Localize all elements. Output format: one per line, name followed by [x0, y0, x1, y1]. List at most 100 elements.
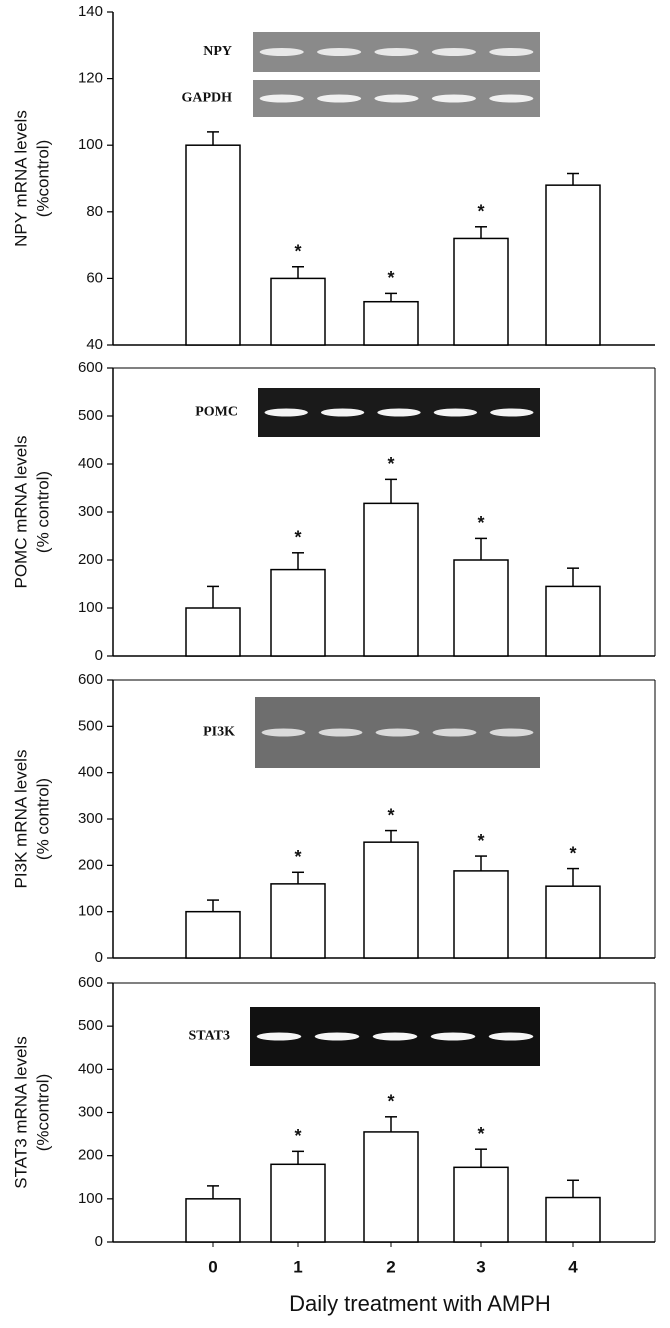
y-tick-label: 500 — [78, 407, 103, 424]
y-tick-label: 400 — [78, 764, 103, 781]
gel-band — [264, 408, 308, 417]
y-tick-label: 100 — [78, 1190, 103, 1207]
gel-band — [488, 1032, 534, 1041]
significance-mark: * — [294, 847, 301, 867]
significance-mark: * — [569, 843, 576, 863]
gel-label: GAPDH — [181, 91, 232, 106]
y-axis-label: (%control) — [33, 1074, 52, 1151]
y-tick-label: 0 — [95, 1233, 103, 1250]
gel-band — [489, 728, 534, 737]
y-tick-label: 100 — [78, 136, 103, 153]
y-tick-label: 500 — [78, 717, 103, 734]
significance-mark: * — [477, 202, 484, 222]
gel-band — [489, 94, 534, 103]
gel-band — [259, 48, 304, 56]
y-tick-label: 500 — [78, 1017, 103, 1034]
gel-band — [377, 408, 421, 417]
y-tick-label: 200 — [78, 551, 103, 568]
x-axis-label: Daily treatment with AMPH — [289, 1291, 551, 1316]
gel-band — [317, 48, 362, 56]
y-tick-label: 300 — [78, 503, 103, 520]
gel-band — [432, 728, 477, 737]
gel-band — [374, 94, 419, 103]
y-tick-label: 0 — [95, 949, 103, 966]
gel-band — [372, 1032, 418, 1041]
bar — [545, 184, 601, 346]
bar — [453, 870, 509, 959]
significance-mark: * — [477, 1124, 484, 1144]
bar — [363, 300, 419, 346]
bar — [545, 585, 601, 657]
gel-band — [318, 728, 363, 737]
bar — [270, 568, 326, 657]
y-tick-label: 200 — [78, 856, 103, 873]
y-tick-label: 300 — [78, 1103, 103, 1120]
y-axis-label: (% control) — [33, 778, 52, 860]
gel-label: PI3K — [203, 725, 235, 740]
y-tick-label: 600 — [78, 974, 103, 991]
gel-band — [317, 94, 362, 103]
gel-band — [256, 1032, 302, 1041]
x-tick-label: 3 — [476, 1257, 485, 1276]
bar — [185, 1198, 241, 1243]
y-tick-label: 600 — [78, 671, 103, 688]
gel-band — [489, 48, 534, 56]
gel-band — [433, 408, 478, 417]
gel-band — [261, 728, 306, 737]
bar — [185, 910, 241, 959]
y-tick-label: 40 — [86, 336, 103, 353]
x-tick-label: 1 — [293, 1257, 302, 1276]
significance-mark: * — [477, 513, 484, 533]
x-tick-label: 4 — [568, 1257, 578, 1276]
significance-mark: * — [387, 1092, 394, 1112]
gel-band — [320, 408, 365, 417]
bar — [363, 841, 419, 959]
x-tick-label: 2 — [386, 1257, 395, 1276]
y-tick-label: 80 — [86, 203, 103, 220]
y-tick-label: 60 — [86, 269, 103, 286]
gel-band — [431, 48, 476, 56]
y-tick-label: 600 — [78, 359, 103, 376]
significance-mark: * — [477, 831, 484, 851]
y-axis-label: NPY mRNA levels — [11, 110, 30, 247]
y-tick-label: 300 — [78, 810, 103, 827]
gel-band — [431, 94, 476, 103]
significance-mark: * — [294, 241, 301, 261]
significance-mark: * — [294, 1126, 301, 1146]
x-tick-label: 0 — [208, 1257, 217, 1276]
y-tick-label: 400 — [78, 455, 103, 472]
bar — [545, 885, 601, 959]
significance-mark: * — [387, 268, 394, 288]
bar — [363, 1131, 419, 1243]
y-tick-label: 100 — [78, 903, 103, 920]
y-tick-label: 400 — [78, 1060, 103, 1077]
bar — [545, 1196, 601, 1243]
y-axis-label: (% control) — [33, 471, 52, 553]
significance-mark: * — [387, 454, 394, 474]
bar — [270, 1163, 326, 1243]
bar — [363, 502, 419, 657]
y-tick-label: 120 — [78, 70, 103, 87]
bar — [270, 883, 326, 959]
gel-label: STAT3 — [189, 1029, 231, 1044]
y-axis-label: PI3K mRNA levels — [11, 750, 30, 889]
bar — [185, 144, 241, 346]
y-axis-label: (%control) — [33, 140, 52, 217]
significance-mark: * — [294, 528, 301, 548]
gel-band — [490, 408, 534, 417]
bar — [453, 1166, 509, 1243]
gel-band — [375, 728, 420, 737]
gel-band — [314, 1032, 360, 1041]
y-tick-label: 100 — [78, 599, 103, 616]
gel-band — [259, 94, 304, 103]
bar — [270, 277, 326, 346]
significance-mark: * — [387, 805, 394, 825]
y-tick-label: 0 — [95, 647, 103, 664]
bar — [453, 559, 509, 657]
bar — [185, 607, 241, 657]
gel-band — [430, 1032, 476, 1041]
y-axis-label: POMC mRNA levels — [11, 435, 30, 588]
y-axis-label: STAT3 mRNA levels — [11, 1036, 30, 1188]
bar — [453, 237, 509, 346]
